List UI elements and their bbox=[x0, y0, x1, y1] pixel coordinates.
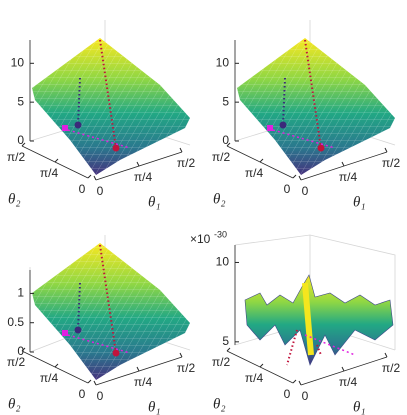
marker bbox=[112, 349, 120, 357]
z-tick-label: 0 bbox=[17, 344, 24, 358]
y-tick-label: 0 bbox=[79, 387, 86, 401]
y-tick-label: π/2 bbox=[7, 150, 26, 164]
x-tick bbox=[341, 161, 345, 167]
z-scale-base: ×10 bbox=[190, 232, 211, 246]
panel: 0 5 10 0 π/4 π/2 0 π/4 π/2 θ₁ θ₂ bbox=[7, 20, 196, 210]
x-tick-label: π/2 bbox=[177, 361, 196, 375]
x-tick bbox=[298, 175, 302, 181]
x-tick bbox=[93, 175, 97, 181]
x-tick bbox=[93, 380, 97, 386]
z-tick-label: 10 bbox=[216, 55, 230, 69]
panel: 5 10 0 π/4 π/2 0 π/4 π/2 θ₁ θ₂ bbox=[212, 234, 401, 415]
y-tick-label: π/4 bbox=[245, 371, 264, 385]
x-tick-label: 0 bbox=[97, 184, 104, 198]
y-tick-label: π/4 bbox=[245, 166, 264, 180]
y-tick bbox=[54, 363, 59, 368]
x-tick bbox=[341, 366, 345, 372]
y-tick bbox=[226, 347, 231, 352]
y-tick bbox=[226, 142, 231, 147]
y-tick bbox=[259, 363, 264, 368]
x-tick-label: 0 bbox=[97, 389, 104, 403]
y-tick bbox=[87, 174, 92, 179]
path-magenta bbox=[304, 334, 356, 356]
x-tick-label: π/2 bbox=[177, 156, 196, 170]
y-tick-label: 0 bbox=[284, 387, 291, 401]
x-tick-label: π/4 bbox=[339, 170, 358, 184]
y-tick bbox=[21, 142, 26, 147]
x-tick bbox=[136, 161, 140, 167]
y-axis-label: θ₂ bbox=[213, 191, 226, 207]
panel: 0 5 10 0 π/4 π/2 0 π/4 π/2 θ₁ θ₂ bbox=[212, 20, 401, 210]
y-axis-label: θ₂ bbox=[213, 396, 226, 412]
marker bbox=[317, 144, 325, 152]
x-tick bbox=[384, 352, 388, 358]
marker bbox=[112, 144, 120, 152]
y-tick-label: π/2 bbox=[7, 355, 26, 369]
y-tick bbox=[54, 158, 59, 163]
z-tick-label: 5 bbox=[222, 334, 229, 348]
marker bbox=[267, 125, 273, 131]
z-tick-label: 5 bbox=[17, 94, 24, 108]
marker bbox=[62, 125, 68, 131]
y-tick-label: π/4 bbox=[40, 371, 59, 385]
z-tick-label: 1 bbox=[17, 286, 24, 300]
surface-mesh bbox=[32, 243, 190, 380]
x-tick-label: π/4 bbox=[339, 375, 358, 389]
surface bbox=[244, 274, 394, 366]
x-tick-label: π/2 bbox=[382, 361, 401, 375]
x-axis-label: θ₁ bbox=[353, 399, 366, 415]
path-magenta bbox=[67, 129, 131, 149]
x-tick-label: π/4 bbox=[134, 375, 153, 389]
y-tick-label: 0 bbox=[284, 182, 291, 196]
y-tick bbox=[292, 379, 297, 384]
x-tick bbox=[179, 147, 183, 153]
path-red bbox=[286, 329, 322, 366]
z-tick-label: 5 bbox=[222, 94, 229, 108]
y-axis-label: θ₂ bbox=[8, 191, 21, 207]
surface-mesh bbox=[237, 38, 395, 175]
z-tick-label: 0 bbox=[222, 133, 229, 147]
x-tick-label: π/2 bbox=[382, 156, 401, 170]
marker bbox=[74, 326, 82, 334]
z-scale-exponent: -30 bbox=[214, 229, 227, 239]
y-tick bbox=[292, 174, 297, 179]
marker bbox=[279, 121, 287, 129]
y-tick-label: π/4 bbox=[40, 166, 59, 180]
y-tick bbox=[21, 347, 26, 352]
x-tick bbox=[298, 380, 302, 386]
y-tick-label: π/2 bbox=[212, 150, 231, 164]
marker bbox=[62, 330, 68, 336]
x-axis-label: θ₁ bbox=[148, 194, 161, 210]
surface-mesh bbox=[32, 38, 190, 175]
marker bbox=[74, 121, 82, 129]
x-tick-label: π/4 bbox=[134, 170, 153, 184]
y-tick bbox=[87, 379, 92, 384]
x-tick-label: 0 bbox=[302, 184, 309, 198]
z-tick-label: 0.5 bbox=[7, 315, 24, 329]
z-tick-label: 10 bbox=[216, 255, 230, 269]
y-tick-label: 0 bbox=[79, 182, 86, 196]
x-tick bbox=[136, 366, 140, 372]
z-tick-label: 10 bbox=[11, 55, 25, 69]
surface-spike bbox=[302, 282, 314, 356]
x-tick bbox=[384, 147, 388, 153]
path-magenta bbox=[272, 129, 336, 149]
z-tick-label: 0 bbox=[17, 133, 24, 147]
x-axis-label: θ₁ bbox=[353, 194, 366, 210]
y-axis-label: θ₂ bbox=[8, 396, 21, 412]
x-tick bbox=[179, 352, 183, 358]
x-axis-label: θ₁ bbox=[148, 399, 161, 415]
y-tick-label: π/2 bbox=[212, 355, 231, 369]
y-tick bbox=[259, 158, 264, 163]
path-magenta bbox=[67, 334, 131, 354]
x-tick-label: 0 bbox=[302, 389, 309, 403]
